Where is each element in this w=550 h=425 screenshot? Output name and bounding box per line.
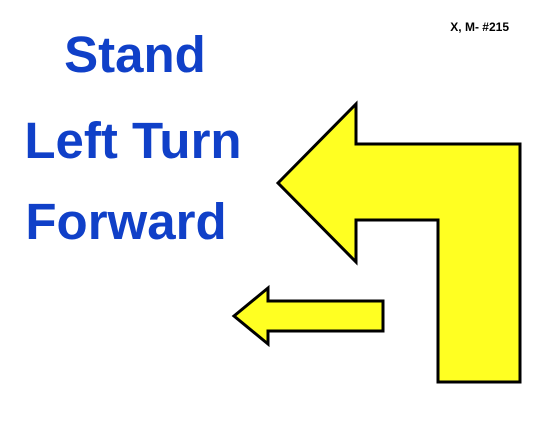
left-turn-arrow-icon (275, 100, 522, 384)
command-line-stand: Stand (64, 26, 206, 83)
sign-code: X, M- #215 (450, 20, 509, 34)
left-arrow-icon (231, 284, 385, 348)
command-line-forward: Forward (25, 193, 227, 250)
command-line-left-turn: Left Turn (24, 112, 242, 169)
